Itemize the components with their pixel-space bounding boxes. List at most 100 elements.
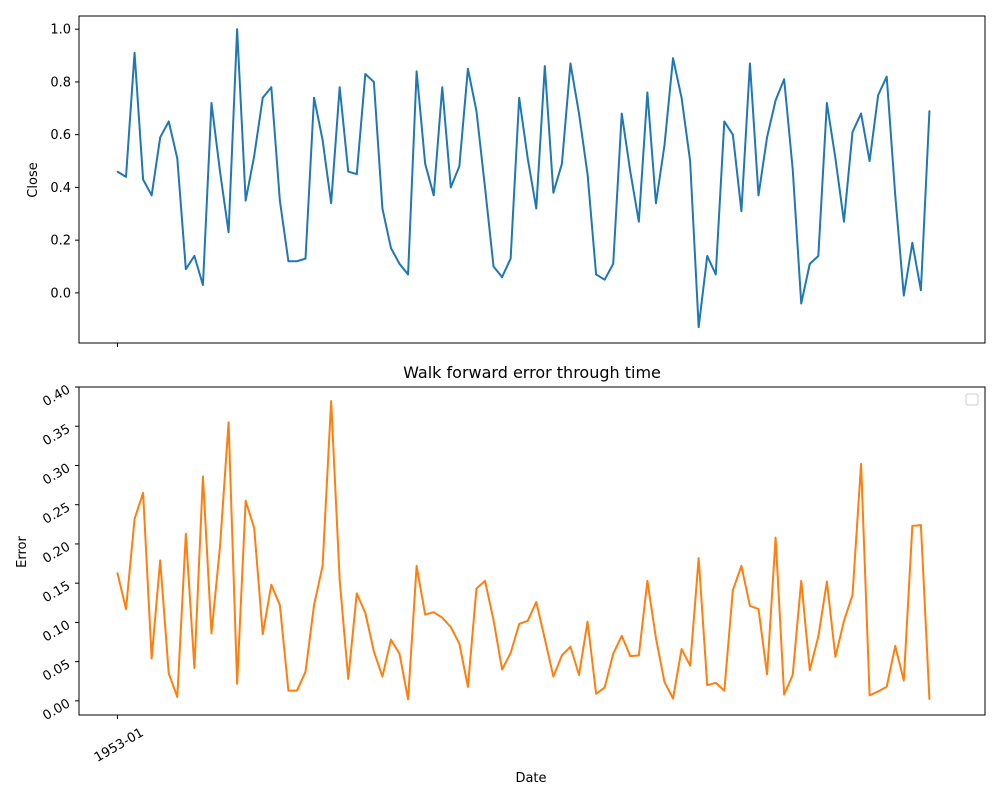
data-point — [612, 263, 614, 265]
data-point — [629, 655, 632, 657]
data-point — [475, 110, 478, 112]
data-point — [603, 686, 606, 689]
data-point — [689, 664, 691, 667]
data-point — [432, 194, 435, 197]
data-point — [347, 678, 350, 680]
data-point — [484, 186, 486, 189]
data-point — [706, 684, 709, 686]
data-point — [535, 601, 538, 603]
data-point — [227, 231, 230, 234]
data-point — [817, 255, 820, 257]
data-point — [338, 579, 341, 581]
data-point — [270, 86, 273, 89]
data-point — [133, 518, 136, 520]
data-point — [484, 580, 486, 582]
data-point — [321, 565, 324, 567]
data-point — [817, 635, 820, 638]
data-point — [202, 284, 204, 286]
data-point — [313, 96, 315, 99]
data-point — [176, 696, 179, 698]
data-point — [219, 170, 221, 173]
data-point — [851, 131, 854, 133]
data-point — [808, 263, 811, 265]
data-point — [424, 613, 426, 616]
data-point — [552, 191, 555, 194]
data-point — [714, 273, 717, 276]
data-point — [569, 62, 572, 65]
data-point — [279, 604, 281, 606]
series-line-close — [116, 28, 931, 329]
data-point — [415, 70, 418, 73]
data-point — [903, 294, 905, 297]
data-point — [150, 657, 153, 660]
data-point — [125, 176, 127, 178]
data-point — [244, 199, 247, 202]
data-point — [612, 652, 614, 655]
data-point — [920, 524, 922, 526]
data-point — [732, 133, 734, 136]
data-point — [458, 165, 461, 168]
data-point — [714, 682, 717, 684]
data-point — [330, 400, 332, 402]
data-point — [219, 545, 221, 548]
data-point — [663, 144, 666, 147]
data-point — [689, 160, 691, 162]
data-point — [142, 178, 144, 181]
data-point — [544, 65, 546, 67]
plot-area-frame — [78, 15, 986, 344]
data-point — [116, 170, 119, 173]
data-point — [244, 499, 247, 502]
data-point — [407, 698, 409, 701]
data-point — [774, 536, 777, 539]
data-point — [185, 268, 187, 270]
empty-legend-box — [965, 393, 979, 406]
data-point — [877, 94, 879, 96]
data-point — [253, 154, 256, 157]
data-point — [740, 210, 743, 212]
data-point — [509, 652, 512, 654]
data-point — [261, 96, 264, 99]
series-points-close — [116, 28, 931, 328]
y-axis-ticks: 0.0 0.2 0.4 0.6 0.8 1.0 — [50, 23, 79, 301]
y-axis-label-error: Error — [15, 536, 30, 568]
data-point — [843, 220, 845, 223]
data-point — [834, 656, 837, 658]
data-point — [467, 67, 469, 70]
data-point — [210, 632, 213, 635]
data-point — [732, 589, 734, 592]
data-point — [355, 173, 358, 176]
data-point — [347, 170, 350, 173]
chart-title: Walk forward error through time — [403, 363, 661, 382]
y-tick-label: 0.0 — [50, 286, 71, 301]
data-point — [586, 620, 589, 623]
data-point — [646, 91, 649, 94]
data-point — [518, 623, 520, 625]
data-point — [501, 668, 503, 671]
data-point — [740, 565, 743, 567]
data-point — [868, 694, 871, 697]
close-price-chart: 0.0 0.2 0.4 0.6 0.8 1.0 Close — [26, 15, 986, 347]
data-point — [159, 559, 161, 562]
data-point — [287, 260, 290, 263]
y-tick-label: 0.8 — [50, 75, 71, 90]
y-tick-label: 0.30 — [40, 461, 73, 488]
data-point — [338, 86, 341, 89]
plot-area-frame — [78, 386, 986, 716]
y-axis-label-close: Close — [26, 162, 41, 197]
data-point — [424, 162, 426, 165]
data-point — [509, 257, 512, 260]
data-point — [390, 638, 392, 641]
data-point — [475, 587, 478, 590]
data-point — [296, 689, 298, 692]
data-point — [885, 685, 888, 688]
data-point — [783, 693, 785, 696]
data-point — [868, 160, 871, 162]
data-point — [167, 672, 170, 675]
data-point — [492, 265, 495, 268]
data-point — [586, 173, 589, 176]
y-tick-label: 0.35 — [40, 422, 73, 449]
data-point — [467, 685, 469, 688]
data-point — [595, 273, 597, 276]
x-tick-label: 1953-01 — [92, 725, 147, 765]
